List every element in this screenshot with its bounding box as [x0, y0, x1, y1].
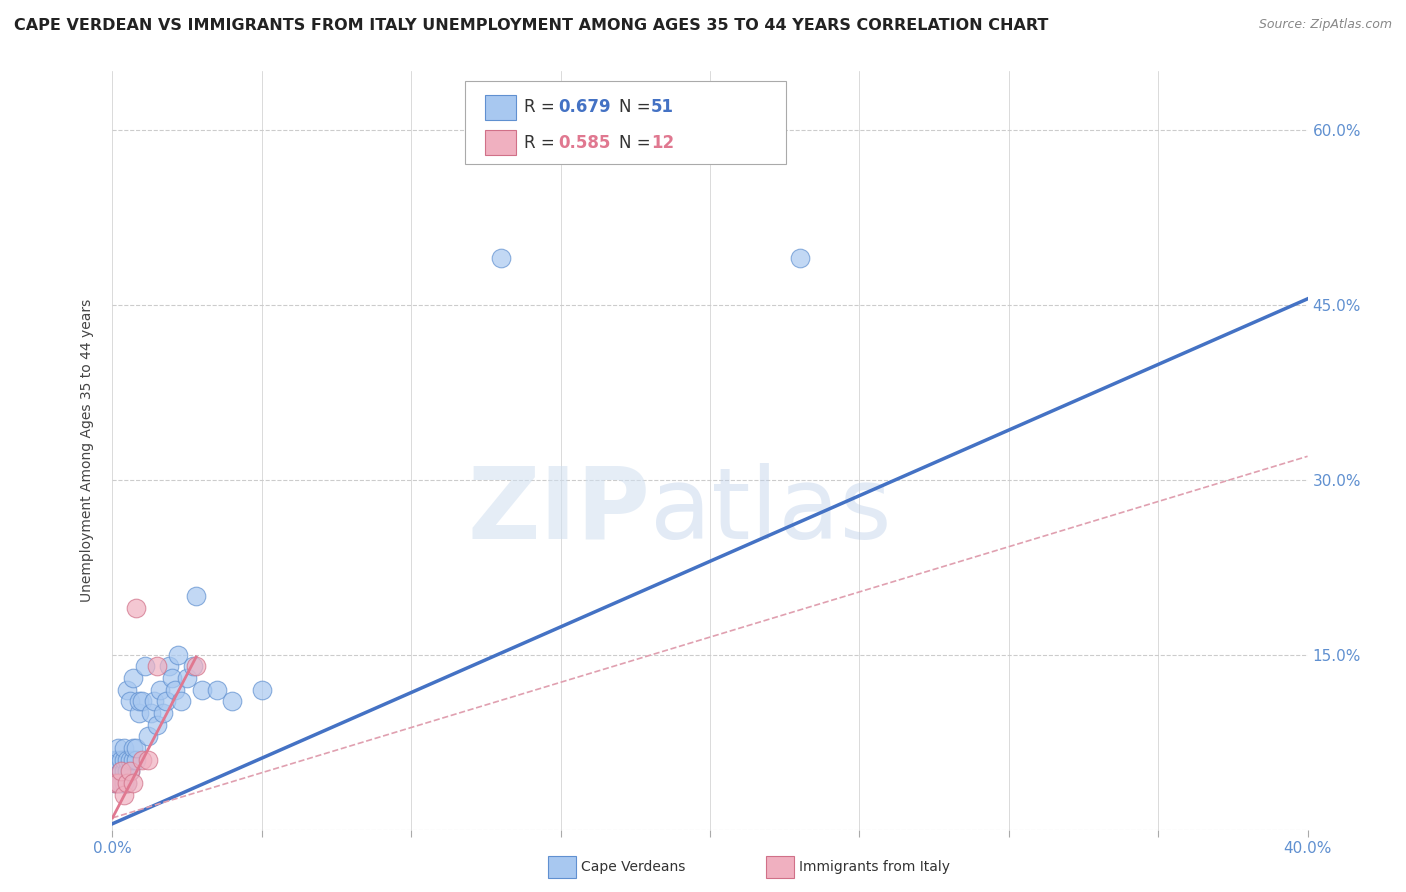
Point: [181, 659, 204, 673]
Point: [186, 589, 208, 603]
Point: [125, 740, 148, 755]
Text: 51: 51: [651, 98, 673, 116]
Point: [110, 764, 132, 779]
Point: [117, 682, 139, 697]
Point: [149, 682, 172, 697]
Point: [114, 753, 135, 767]
Point: [131, 753, 153, 767]
Point: [114, 788, 135, 802]
Point: [120, 753, 142, 767]
Point: [122, 753, 145, 767]
Point: [167, 648, 190, 662]
Point: [110, 764, 132, 779]
Text: N =: N =: [619, 98, 655, 116]
Point: [110, 776, 132, 790]
Point: [107, 776, 129, 790]
Point: [117, 776, 139, 790]
Point: [114, 764, 135, 779]
Point: [789, 251, 811, 265]
Point: [114, 776, 135, 790]
Point: [157, 659, 180, 673]
Point: [117, 776, 139, 790]
Point: [152, 706, 174, 720]
Point: [134, 659, 156, 673]
Point: [104, 764, 127, 779]
Text: Source: ZipAtlas.com: Source: ZipAtlas.com: [1258, 18, 1392, 31]
Point: [104, 776, 127, 790]
Text: CAPE VERDEAN VS IMMIGRANTS FROM ITALY UNEMPLOYMENT AMONG AGES 35 TO 44 YEARS COR: CAPE VERDEAN VS IMMIGRANTS FROM ITALY UN…: [14, 18, 1049, 33]
Point: [146, 717, 169, 731]
Text: Immigrants from Italy: Immigrants from Italy: [799, 860, 949, 874]
Point: [186, 659, 208, 673]
Point: [165, 682, 187, 697]
Point: [117, 753, 139, 767]
Text: N =: N =: [619, 134, 655, 152]
Point: [131, 694, 153, 708]
Point: [141, 706, 163, 720]
Point: [110, 753, 132, 767]
Point: [122, 776, 145, 790]
Point: [120, 764, 142, 779]
Point: [170, 694, 193, 708]
Point: [104, 753, 127, 767]
Point: [146, 659, 169, 673]
Text: 0.585: 0.585: [558, 134, 610, 152]
Point: [117, 764, 139, 779]
Text: 12: 12: [651, 134, 673, 152]
Point: [122, 671, 145, 685]
Point: [138, 729, 160, 743]
Point: [125, 753, 148, 767]
Text: 0.679: 0.679: [558, 98, 610, 116]
Point: [107, 776, 129, 790]
Text: ZIP: ZIP: [467, 463, 651, 559]
Point: [176, 671, 198, 685]
Point: [120, 694, 142, 708]
Point: [155, 694, 177, 708]
Point: [114, 740, 135, 755]
Point: [125, 601, 148, 615]
Text: Cape Verdeans: Cape Verdeans: [581, 860, 685, 874]
Point: [122, 740, 145, 755]
Point: [143, 694, 166, 708]
Point: [138, 753, 160, 767]
Point: [128, 694, 150, 708]
Point: [221, 694, 243, 708]
Y-axis label: Unemployment Among Ages 35 to 44 years: Unemployment Among Ages 35 to 44 years: [80, 299, 94, 602]
Point: [162, 671, 183, 685]
Text: atlas: atlas: [651, 463, 891, 559]
Point: [104, 776, 127, 790]
Point: [128, 706, 150, 720]
Text: R =: R =: [524, 98, 561, 116]
Point: [250, 682, 273, 697]
Point: [191, 682, 214, 697]
Point: [107, 764, 129, 779]
Point: [107, 740, 129, 755]
Text: R =: R =: [524, 134, 561, 152]
Point: [489, 251, 512, 265]
Point: [205, 682, 228, 697]
Point: [120, 764, 142, 779]
Point: [107, 753, 129, 767]
